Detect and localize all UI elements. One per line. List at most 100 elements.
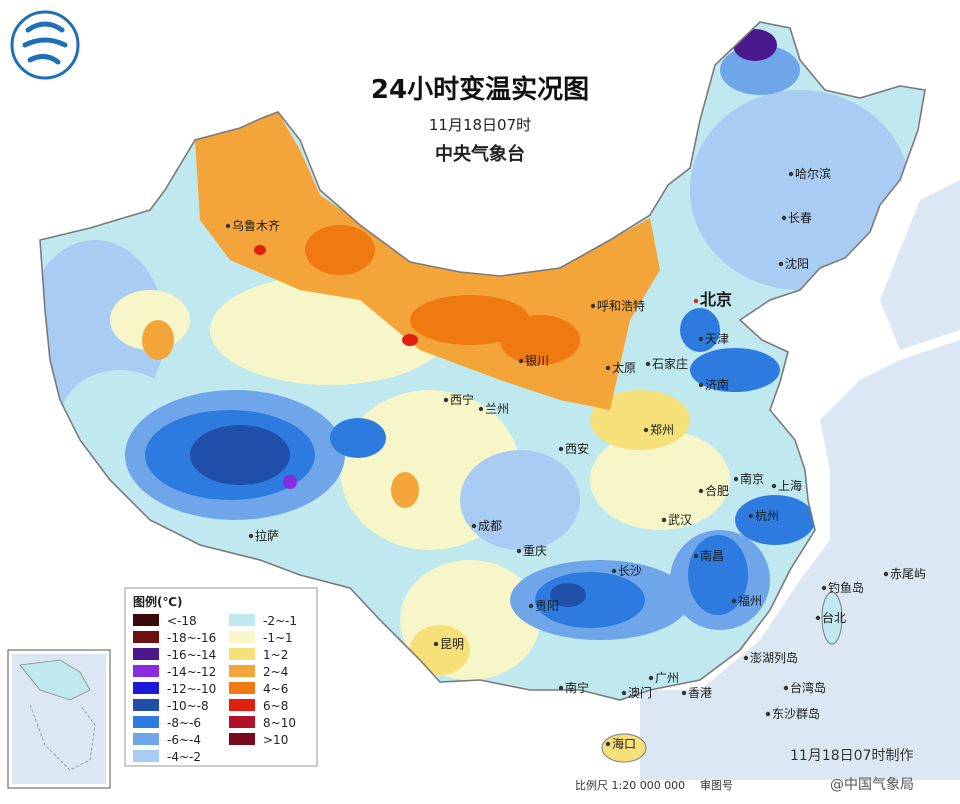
legend-swatch — [229, 614, 255, 626]
city-label: 济南 — [705, 377, 729, 392]
city-label: 南昌 — [700, 548, 724, 563]
map-title: 24小时变温实况图 — [371, 74, 589, 105]
city-marker — [558, 685, 564, 691]
city-label: 台湾岛 — [790, 680, 826, 695]
city-marker — [698, 488, 704, 494]
map-date: 11月18日07时 — [429, 116, 531, 134]
city-marker — [781, 215, 787, 221]
china-border — [39, 21, 926, 701]
city-label: 沈阳 — [785, 256, 809, 271]
city-label: 南宁 — [565, 680, 589, 695]
legend-label: -6~-4 — [167, 733, 201, 747]
map-scale: 比例尺 1:20 000 000 — [575, 778, 685, 792]
city-marker — [605, 741, 611, 747]
legend-swatch — [229, 648, 255, 660]
city-label: 武汉 — [668, 513, 692, 527]
legend-label: 2~4 — [263, 665, 288, 679]
legend-label: -18~-16 — [167, 631, 216, 645]
city-marker — [693, 553, 699, 559]
city-marker — [225, 223, 231, 229]
city-label: 海口 — [612, 736, 636, 751]
legend-label: -14~-12 — [167, 665, 216, 679]
city-marker — [733, 476, 739, 482]
city-label: 东沙群岛 — [772, 706, 820, 721]
city-label: 钓鱼岛 — [828, 580, 864, 595]
city-marker — [558, 446, 564, 452]
legend: 图例(℃) <-18 -18~-16 -16~-14 -14~-12 -12~-10 -1… — [124, 587, 318, 767]
city-marker — [478, 406, 484, 412]
city-label: 杭州 — [755, 508, 779, 523]
legend-label: -2~-1 — [263, 614, 297, 628]
map-agency: 中央气象台 — [435, 143, 525, 165]
city-marker — [698, 382, 704, 388]
city-label: 西安 — [565, 441, 589, 456]
city-marker — [471, 523, 477, 529]
made-time: 11月18日07时制作 — [790, 748, 913, 764]
city-marker — [743, 655, 749, 661]
city-label: 福州 — [738, 593, 762, 608]
city-label: 拉萨 — [255, 528, 279, 543]
legend-label: -12~-10 — [167, 682, 216, 696]
legend-swatch — [229, 665, 255, 677]
city-label: 天津 — [705, 332, 729, 346]
legend-swatch — [229, 699, 255, 711]
legend-swatch — [229, 716, 255, 728]
legend-label: 4~6 — [263, 682, 288, 696]
city-label: 西宁 — [450, 392, 474, 407]
city-marker — [821, 585, 827, 591]
city-marker — [528, 603, 534, 609]
city-label: 北京 — [700, 290, 732, 309]
legend-swatch — [133, 733, 159, 745]
cma-logo — [10, 10, 80, 80]
city-marker — [771, 483, 777, 489]
city-label: 昆明 — [440, 637, 464, 651]
city-marker — [815, 615, 821, 621]
legend-swatch — [229, 733, 255, 745]
city-label: 郑州 — [650, 422, 674, 437]
legend-swatch — [133, 699, 159, 711]
city-label: 银川 — [525, 354, 549, 368]
city-marker — [698, 336, 704, 342]
legend-swatch — [133, 750, 159, 762]
legend-swatch — [229, 682, 255, 694]
city-marker — [693, 298, 699, 304]
hainan-island — [601, 733, 647, 763]
legend-title: 图例(℃) — [133, 594, 183, 609]
city-label: 南京 — [740, 471, 764, 486]
legend-swatch — [133, 631, 159, 643]
city-marker — [621, 690, 627, 696]
city-label: 成都 — [478, 519, 502, 533]
city-label: 乌鲁木齐 — [232, 218, 280, 233]
city-label: 长春 — [788, 211, 812, 225]
city-label: 上海 — [778, 478, 802, 493]
city-label: 石家庄 — [652, 356, 688, 371]
legend-label: 8~10 — [263, 716, 296, 730]
city-label: 呼和浩特 — [597, 298, 645, 313]
city-label: 澳门 — [628, 685, 652, 700]
legend-label: <-18 — [167, 614, 197, 628]
legend-swatch — [133, 614, 159, 626]
city-label: 贵阳 — [535, 599, 559, 613]
city-label: 合肥 — [705, 483, 729, 498]
legend-swatch — [229, 631, 255, 643]
legend-swatch — [133, 682, 159, 694]
legend-label: 6~8 — [263, 699, 288, 713]
city-label: 澎湖列岛 — [750, 650, 798, 665]
city-label: 哈尔滨 — [795, 166, 831, 181]
city-marker — [433, 641, 439, 647]
legend-swatch — [133, 648, 159, 660]
city-label: 赤尾屿 — [890, 567, 926, 581]
sea-east — [880, 180, 960, 350]
city-marker — [778, 261, 784, 267]
taiwan-island — [821, 591, 843, 645]
sea — [640, 340, 960, 780]
city-marker — [731, 598, 737, 604]
city-marker — [590, 303, 596, 309]
city-marker — [645, 361, 651, 367]
legend-label: -10~-8 — [167, 699, 209, 713]
city-label: 重庆 — [523, 544, 547, 558]
legend-label: -8~-6 — [167, 716, 201, 730]
city-label: 台北 — [822, 610, 846, 625]
map-review-number: 审图号 — [700, 778, 733, 792]
